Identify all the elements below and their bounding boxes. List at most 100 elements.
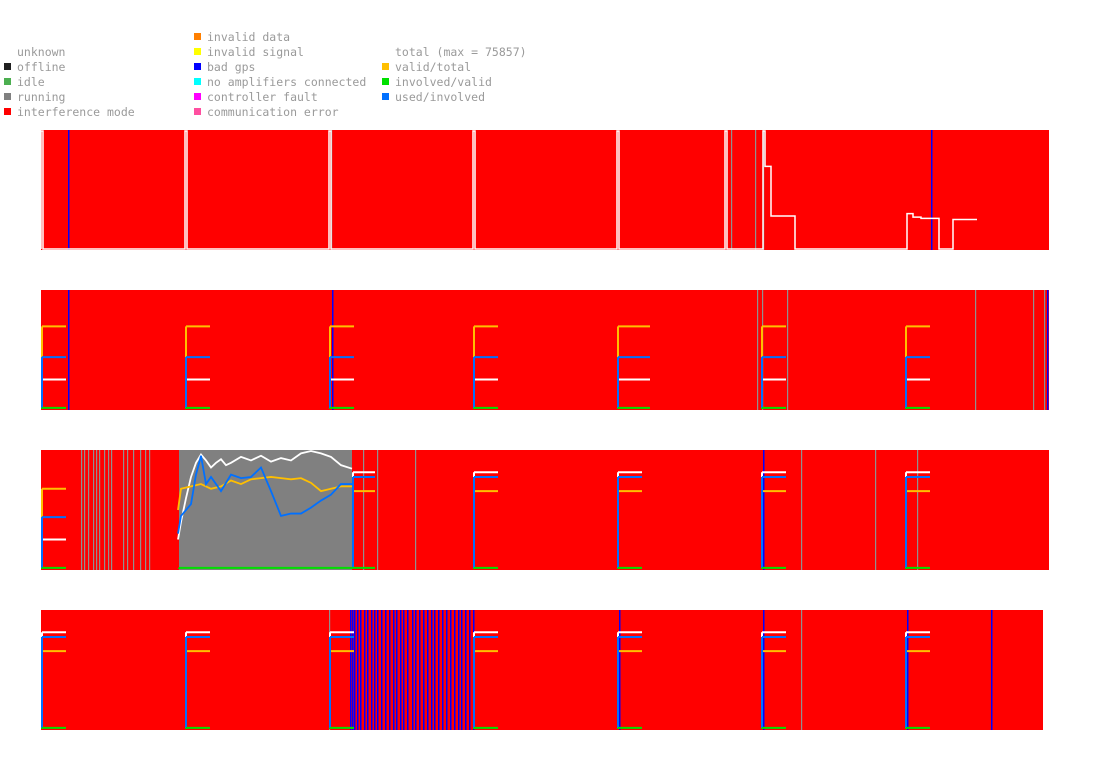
running-marker xyxy=(145,450,147,570)
bad-gps-marker xyxy=(364,610,366,730)
legend-swatch xyxy=(4,93,11,100)
series-total-line xyxy=(40,130,977,250)
legend-label: valid/total xyxy=(395,59,472,74)
bad-gps-marker xyxy=(68,130,70,250)
running-marker xyxy=(149,450,151,570)
bad-gps-marker xyxy=(415,610,417,730)
legend-label: communication error xyxy=(207,104,339,119)
running-marker xyxy=(801,610,803,730)
legend-label: involved/valid xyxy=(395,74,492,89)
bad-gps-marker xyxy=(403,610,405,730)
legend-label: interference mode xyxy=(17,104,135,119)
panel-4 xyxy=(41,610,1043,730)
running-marker xyxy=(377,450,379,570)
bad-gps-marker xyxy=(763,450,765,570)
legend-item-status: running xyxy=(4,89,65,104)
legend-swatch xyxy=(4,63,11,70)
legend-swatch xyxy=(4,78,11,85)
legend-swatch xyxy=(194,93,201,100)
bad-gps-marker xyxy=(400,610,402,730)
running-marker xyxy=(801,450,803,570)
bad-gps-marker xyxy=(396,610,398,730)
legend-swatch xyxy=(382,78,389,85)
legend-item-errors: no amplifiers connected xyxy=(194,74,366,89)
bad-gps-marker xyxy=(371,610,373,730)
bad-gps-marker xyxy=(427,610,429,730)
bad-gps-marker xyxy=(461,610,463,730)
bad-gps-marker xyxy=(350,610,352,730)
legend-item-ratios: total (max = 75857) xyxy=(382,44,527,59)
panel-1 xyxy=(40,130,1049,250)
bad-gps-marker xyxy=(458,610,460,730)
bad-gps-marker xyxy=(434,610,436,730)
running-marker xyxy=(127,450,129,570)
running-marker xyxy=(787,290,789,410)
running-marker xyxy=(88,450,90,570)
legend-swatch xyxy=(382,93,389,100)
legend-item-errors: invalid data xyxy=(194,29,290,44)
bad-gps-marker xyxy=(407,610,409,730)
running-marker xyxy=(757,290,759,410)
legend-swatch xyxy=(382,63,389,70)
bad-gps-marker xyxy=(450,610,452,730)
bad-gps-marker xyxy=(367,610,369,730)
status-background xyxy=(41,290,1049,410)
running-marker xyxy=(99,450,101,570)
legend-swatch xyxy=(194,108,201,115)
bad-gps-marker xyxy=(931,130,933,250)
running-marker xyxy=(84,450,86,570)
legend-item-errors: communication error xyxy=(194,104,339,119)
running-marker xyxy=(1033,290,1035,410)
running-marker xyxy=(731,130,733,250)
bad-gps-marker xyxy=(360,610,362,730)
running-marker xyxy=(415,450,417,570)
running-marker xyxy=(96,450,98,570)
running-marker xyxy=(875,450,877,570)
bad-gps-marker xyxy=(423,610,425,730)
legend-item-status: idle xyxy=(4,74,45,89)
legend-label: bad gps xyxy=(207,59,256,74)
bad-gps-marker xyxy=(412,610,414,730)
bad-gps-marker xyxy=(68,290,70,410)
bad-gps-marker xyxy=(374,610,376,730)
running-marker xyxy=(108,450,110,570)
bad-gps-marker xyxy=(907,610,909,730)
running-marker xyxy=(363,450,365,570)
legend-item-status: unknown xyxy=(4,44,65,59)
bad-gps-marker xyxy=(385,610,387,730)
legend-item-errors: bad gps xyxy=(194,59,255,74)
legend-label: unknown xyxy=(17,44,66,59)
legend-label: no amplifiers connected xyxy=(207,74,367,89)
bad-gps-marker xyxy=(465,610,467,730)
bad-gps-marker xyxy=(354,610,356,730)
legend-label: used/involved xyxy=(395,89,486,104)
status-background xyxy=(41,610,1043,730)
legend-label: controller fault xyxy=(207,89,318,104)
running-marker xyxy=(1044,290,1046,410)
bad-gps-marker xyxy=(1047,290,1049,410)
legend-swatch xyxy=(194,78,201,85)
legend-label: idle xyxy=(17,74,45,89)
legend-item-status: interference mode xyxy=(4,104,135,119)
series-valid-total-line xyxy=(177,476,352,511)
panel-2 xyxy=(41,290,1049,410)
status-background xyxy=(41,130,1049,250)
running-marker xyxy=(111,450,113,570)
bad-gps-marker xyxy=(438,610,440,730)
running-range xyxy=(179,450,352,570)
bad-gps-marker xyxy=(377,610,379,730)
bad-gps-marker xyxy=(763,610,765,730)
running-marker xyxy=(104,450,106,570)
legend-label: invalid signal xyxy=(207,44,304,59)
bad-gps-marker xyxy=(357,610,359,730)
legend-swatch xyxy=(194,33,201,40)
legend-item-ratios: involved/valid xyxy=(382,74,492,89)
legend-swatch xyxy=(4,108,11,115)
bad-gps-marker xyxy=(381,610,383,730)
legend-label: invalid data xyxy=(207,29,291,44)
legend-swatch xyxy=(194,48,201,55)
running-marker xyxy=(81,450,83,570)
running-marker xyxy=(975,290,977,410)
legend-label: total (max = 75857) xyxy=(395,44,527,59)
